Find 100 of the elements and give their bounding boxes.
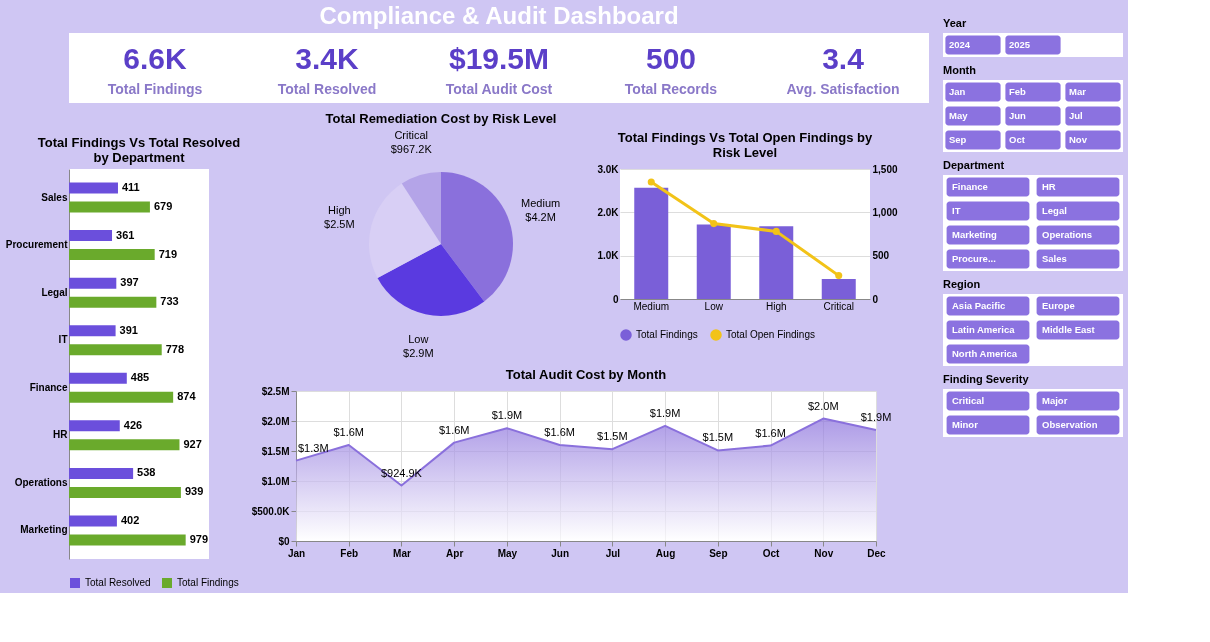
- data-label: $1.9M: [860, 411, 892, 423]
- category-label: 2024: [949, 39, 971, 50]
- point: [772, 227, 780, 235]
- category-label: Finance: [952, 181, 988, 192]
- y-tick-label: 2.0K: [597, 206, 620, 218]
- data-label: $1.6M: [438, 423, 470, 436]
- bar: [69, 467, 134, 479]
- bar: [69, 277, 117, 289]
- category-label: May: [949, 110, 969, 121]
- bar: [69, 201, 150, 213]
- category-label: 2025: [1009, 39, 1031, 50]
- x-tick-label: Critical: [823, 300, 855, 312]
- point: [835, 272, 843, 280]
- data-label: $1.3M: [298, 441, 329, 454]
- x-tick-label: Aug: [655, 547, 676, 559]
- category-label: Mar: [1069, 86, 1087, 97]
- bar: [69, 325, 116, 337]
- text: Total Records: [624, 81, 718, 98]
- pie-slice: [441, 172, 513, 302]
- bar: [69, 420, 120, 432]
- category-label: Major: [1042, 395, 1068, 406]
- y2-tick-label: 0: [872, 293, 879, 305]
- data-label: 361: [116, 228, 135, 241]
- text: Total Findings: [107, 81, 203, 98]
- text: $19.5M: [448, 41, 550, 75]
- x-tick-label: Mar: [393, 547, 411, 559]
- y-tick-label: 1.0K: [597, 250, 620, 262]
- text: Month: [943, 64, 977, 76]
- y2-tick-label: 1,000: [872, 206, 898, 218]
- bar: [759, 226, 794, 299]
- y-tick-label: HR: [53, 429, 69, 441]
- slice-label: Critical: [394, 129, 429, 142]
- y-tick-label: Legal: [41, 286, 68, 298]
- chart-title: Total Remediation Cost by Risk Level: [325, 111, 557, 127]
- y-tick-label: $0: [278, 535, 290, 547]
- category-label: Asia Pacific: [952, 300, 1006, 311]
- pie-slice: [401, 172, 441, 244]
- category-label: Operations: [1042, 229, 1093, 240]
- x-tick-label: High: [765, 300, 787, 312]
- data-label: $1.9M: [491, 409, 523, 422]
- bar: [69, 230, 113, 242]
- y-tick-label: 3.0K: [597, 163, 620, 175]
- category-label: Oct: [1009, 134, 1026, 145]
- text: Department: [943, 159, 1005, 171]
- category-label: Marketing: [952, 229, 998, 240]
- chart-title: Total Audit Cost by Month: [505, 367, 667, 382]
- data-label: 485: [130, 371, 150, 384]
- text: Total Resolved: [277, 81, 377, 98]
- data-label: $1.6M: [333, 426, 365, 438]
- pie-slice: [369, 183, 441, 278]
- point: [710, 220, 718, 228]
- x-tick-label: Feb: [340, 547, 359, 559]
- data-label: 538: [137, 466, 156, 479]
- text: Year: [943, 17, 967, 29]
- data-label: 679: [153, 200, 173, 213]
- category-label: Observation: [1042, 419, 1098, 430]
- bar: [69, 344, 162, 356]
- y2-tick-label: 500: [872, 250, 890, 262]
- category-label: Sep: [949, 134, 967, 145]
- bar: [634, 187, 669, 299]
- text: Total Audit Cost: [445, 81, 553, 98]
- y-tick-label: $500.0K: [251, 505, 291, 517]
- category-label: Minor: [952, 419, 979, 430]
- x-tick-label: Apr: [446, 547, 464, 559]
- category-label: HR: [1042, 181, 1056, 192]
- data-label: $1.6M: [544, 426, 575, 438]
- category-label: Sales: [1042, 253, 1067, 264]
- data-label: $1.9M: [649, 406, 681, 419]
- data-label: $1.6M: [755, 426, 786, 439]
- text: Region: [943, 278, 981, 290]
- x-tick-label: Jan: [287, 547, 306, 559]
- text: Finding Severity: [943, 373, 1030, 385]
- data-label: 927: [183, 437, 202, 450]
- text: 500: [645, 41, 697, 75]
- bar: [69, 486, 181, 498]
- y-tick-label: 0: [612, 293, 619, 305]
- bar: [69, 372, 127, 384]
- category-label: Latin America: [952, 324, 1016, 335]
- data-label: 402: [120, 513, 140, 526]
- legend-label: Total Resolved: [85, 577, 151, 588]
- x-tick-label: May: [497, 547, 518, 559]
- legend-label: Total Open Findings: [726, 329, 815, 340]
- category-label: Middle East: [1042, 324, 1096, 335]
- y-tick-label: Finance: [29, 381, 68, 393]
- x-tick-label: Medium: [633, 300, 670, 312]
- category-label: Europe: [1042, 300, 1075, 311]
- bar: [69, 296, 157, 308]
- data-label: 397: [120, 276, 139, 289]
- pie-slice: [377, 244, 485, 316]
- data-label: $1.5M: [702, 431, 734, 444]
- bar: [696, 224, 731, 299]
- category-label: Critical: [952, 395, 985, 406]
- data-label: 426: [123, 418, 143, 431]
- data-label: $2.0M: [807, 399, 839, 412]
- y-tick-label: $1.5M: [261, 445, 290, 457]
- data-label: 939: [184, 485, 204, 498]
- data-label: $967.2K: [390, 143, 433, 156]
- x-tick-label: Oct: [762, 547, 781, 559]
- y-tick-label: Operations: [14, 476, 68, 488]
- category-label: North America: [952, 348, 1018, 359]
